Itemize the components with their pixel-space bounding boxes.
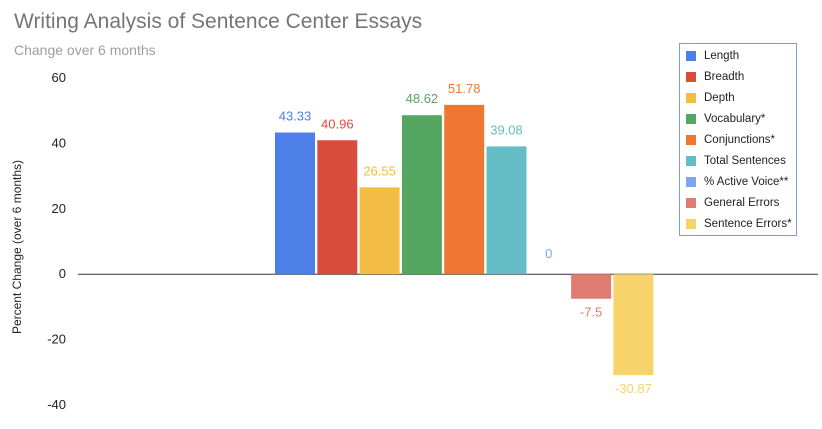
legend-item: Conjunctions* <box>686 130 796 151</box>
legend-label: Total Sentences <box>704 154 786 167</box>
bar <box>444 104 485 275</box>
legend-swatch <box>686 51 696 62</box>
y-tick-label: 40 <box>52 135 66 150</box>
chart-subtitle: Change over 6 months <box>14 42 156 58</box>
y-tick-label: 20 <box>52 201 66 216</box>
data-label: 26.55 <box>363 163 396 178</box>
bar <box>486 146 527 275</box>
data-label: -7.5 <box>580 305 602 320</box>
bar <box>275 132 315 275</box>
legend-item: Total Sentences <box>686 150 796 171</box>
bar <box>401 115 442 275</box>
legend-label: Breadth <box>704 71 745 84</box>
legend-label: Conjunctions* <box>704 134 775 146</box>
data-label: 39.08 <box>490 122 523 137</box>
y-tick-label: 60 <box>52 70 66 85</box>
chart-title: Writing Analysis of Sentence Center Essa… <box>14 10 423 33</box>
bar <box>359 187 400 275</box>
legend-swatch <box>686 135 696 145</box>
legend-item: Depth <box>686 88 796 109</box>
legend-label: % Active Voice** <box>704 175 789 188</box>
data-label: 0 <box>545 246 552 261</box>
legend-swatch <box>686 155 696 166</box>
data-label: 43.33 <box>279 109 312 124</box>
data-label: -30.87 <box>615 381 652 396</box>
y-tick-label: -40 <box>47 397 66 412</box>
data-label: 48.62 <box>406 91 439 106</box>
data-label: 51.78 <box>448 81 481 96</box>
legend-label: Sentence Errors* <box>704 217 792 230</box>
legend-item: Vocabulary* <box>686 109 796 130</box>
data-label: 40.96 <box>321 116 354 131</box>
legend-item: % Active Voice** <box>686 171 796 192</box>
legend-label: Vocabulary* <box>704 113 766 126</box>
legend-label: General Errors <box>704 196 780 209</box>
bar <box>613 274 654 376</box>
legend-item: General Errors <box>686 192 796 213</box>
legend-label: Length <box>704 50 740 63</box>
bar <box>317 140 358 275</box>
legend-swatch <box>686 93 696 104</box>
bar <box>571 274 612 299</box>
legend-swatch <box>686 218 696 229</box>
legend-swatch <box>686 114 696 125</box>
legend-item: Length <box>686 46 796 67</box>
y-tick-label: 0 <box>59 266 66 281</box>
legend-swatch <box>686 72 696 83</box>
legend-item: Sentence Errors* <box>686 213 796 234</box>
legend: Length Breadth Depth Vocabulary* Conjunction… <box>679 43 797 236</box>
legend-item: Breadth <box>686 67 796 88</box>
legend-swatch <box>686 176 696 187</box>
legend-label: Depth <box>704 92 735 105</box>
legend-swatch <box>686 197 696 208</box>
y-axis-label: Percent Change (over 6 months) <box>10 160 24 334</box>
y-tick-label: -20 <box>47 332 66 347</box>
